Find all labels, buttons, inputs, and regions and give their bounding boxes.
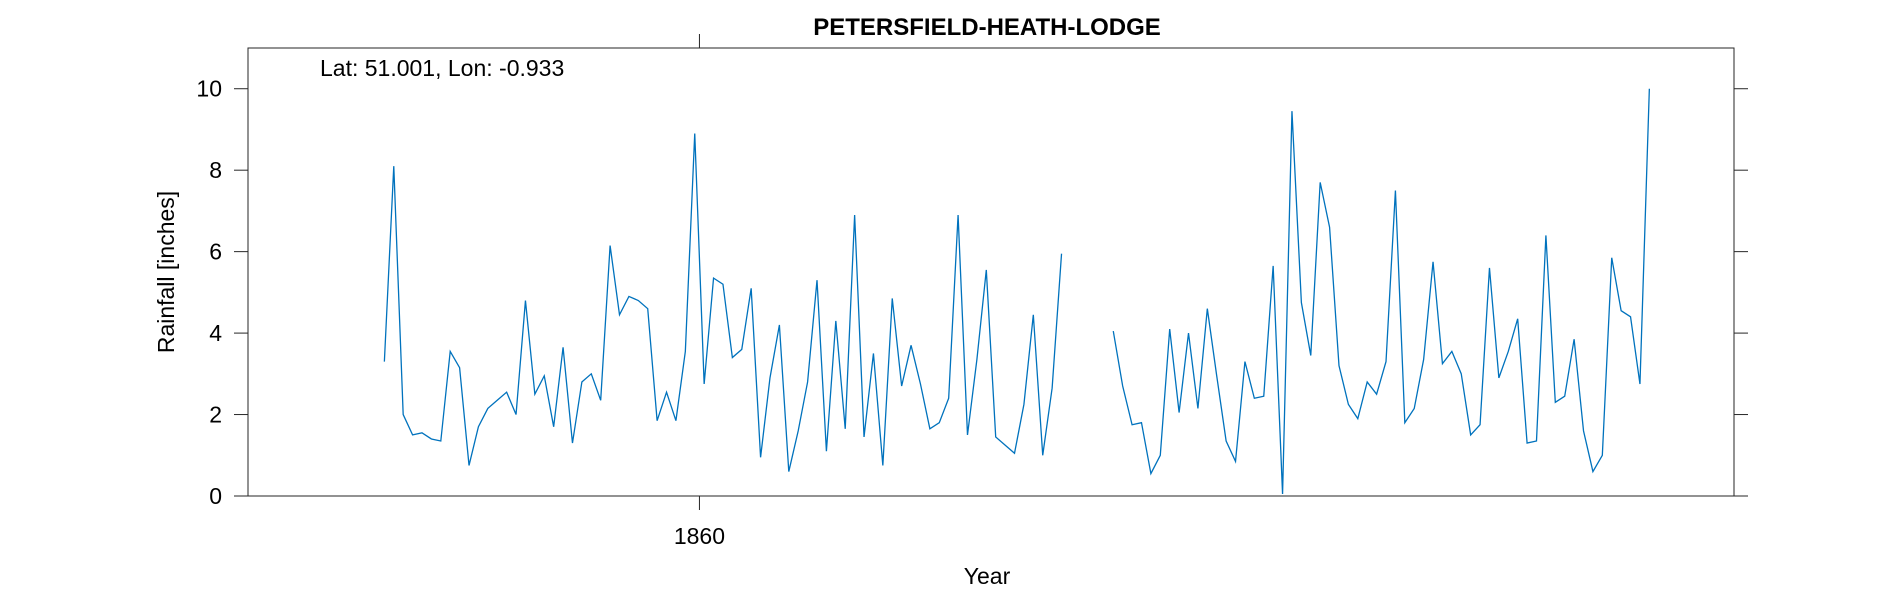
y-tick-label: 2 [209,402,222,428]
x-axis-label: Year [964,563,1011,589]
series-line-segment [1112,88,1650,494]
y-tick-label: 4 [209,320,222,346]
y-tick-label: 8 [209,157,222,183]
y-tick-label: 6 [209,239,222,265]
plot-area-frame [247,47,1735,497]
chart-title: PETERSFIELD-HEATH-LODGE [813,14,1161,41]
y-tick-label: 0 [209,483,222,509]
axis-ticks: 0 2 4 6 8 10 1860 [196,34,1748,549]
series-line-segment [383,133,1063,472]
series-group [383,88,1650,494]
x-tick-label: 1860 [674,523,725,549]
y-tick-label: 10 [196,76,222,102]
location-annotation: Lat: 51.001, Lon: -0.933 [320,55,564,81]
y-axis-label: Rainfall [inches] [153,191,179,353]
